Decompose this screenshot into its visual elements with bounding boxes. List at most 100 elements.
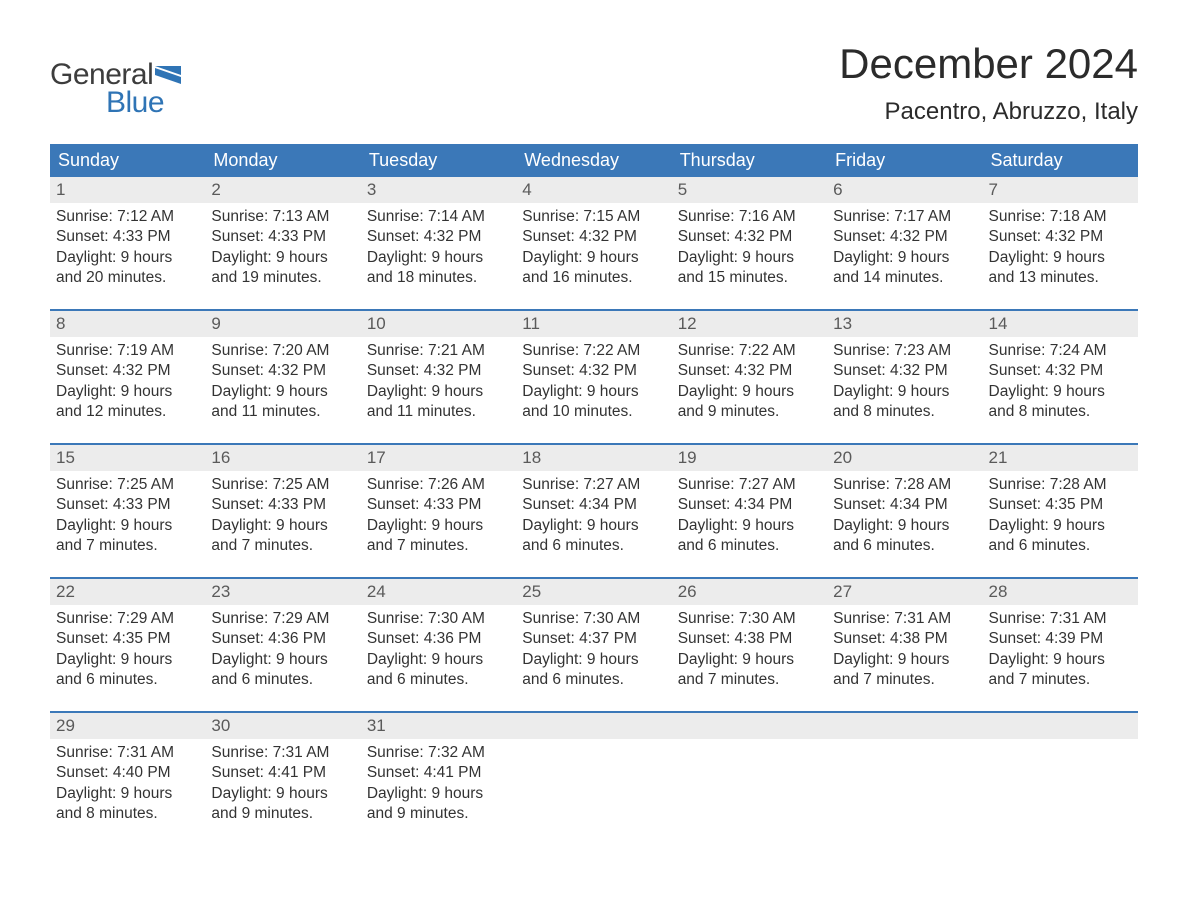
daylight2-text: and 7 minutes. — [678, 670, 821, 690]
date-number: 19 — [672, 445, 827, 471]
day-cell — [516, 713, 671, 831]
sunset-text: Sunset: 4:37 PM — [522, 629, 665, 649]
sunset-text: Sunset: 4:32 PM — [989, 361, 1132, 381]
daylight2-text: and 12 minutes. — [56, 402, 199, 422]
sunrise-text: Sunrise: 7:31 AM — [833, 609, 976, 629]
day-cell: 12Sunrise: 7:22 AMSunset: 4:32 PMDayligh… — [672, 311, 827, 429]
weekday-header: Monday — [205, 144, 360, 177]
day-cell — [672, 713, 827, 831]
sunset-text: Sunset: 4:38 PM — [678, 629, 821, 649]
daylight2-text: and 9 minutes. — [678, 402, 821, 422]
sunset-text: Sunset: 4:33 PM — [211, 495, 354, 515]
day-details: Sunrise: 7:22 AMSunset: 4:32 PMDaylight:… — [672, 337, 827, 427]
weekday-header: Tuesday — [361, 144, 516, 177]
date-number: 14 — [983, 311, 1138, 337]
daylight1-text: Daylight: 9 hours — [522, 382, 665, 402]
day-details: Sunrise: 7:25 AMSunset: 4:33 PMDaylight:… — [205, 471, 360, 561]
daylight1-text: Daylight: 9 hours — [211, 516, 354, 536]
daylight2-text: and 8 minutes. — [56, 804, 199, 824]
sunset-text: Sunset: 4:34 PM — [522, 495, 665, 515]
day-cell: 22Sunrise: 7:29 AMSunset: 4:35 PMDayligh… — [50, 579, 205, 697]
sunrise-text: Sunrise: 7:22 AM — [522, 341, 665, 361]
daylight2-text: and 6 minutes. — [367, 670, 510, 690]
day-cell: 7Sunrise: 7:18 AMSunset: 4:32 PMDaylight… — [983, 177, 1138, 295]
sunrise-text: Sunrise: 7:27 AM — [678, 475, 821, 495]
logo-flag-icon — [155, 66, 181, 84]
sunset-text: Sunset: 4:32 PM — [833, 227, 976, 247]
daylight2-text: and 6 minutes. — [522, 670, 665, 690]
date-number — [672, 713, 827, 739]
daylight1-text: Daylight: 9 hours — [678, 382, 821, 402]
daylight1-text: Daylight: 9 hours — [678, 248, 821, 268]
day-cell: 9Sunrise: 7:20 AMSunset: 4:32 PMDaylight… — [205, 311, 360, 429]
day-details: Sunrise: 7:31 AMSunset: 4:41 PMDaylight:… — [205, 739, 360, 829]
daylight1-text: Daylight: 9 hours — [989, 382, 1132, 402]
sunset-text: Sunset: 4:33 PM — [56, 495, 199, 515]
day-details: Sunrise: 7:30 AMSunset: 4:38 PMDaylight:… — [672, 605, 827, 695]
day-cell: 24Sunrise: 7:30 AMSunset: 4:36 PMDayligh… — [361, 579, 516, 697]
date-number: 20 — [827, 445, 982, 471]
daylight2-text: and 6 minutes. — [989, 536, 1132, 556]
week-row: 29Sunrise: 7:31 AMSunset: 4:40 PMDayligh… — [50, 711, 1138, 831]
day-cell: 31Sunrise: 7:32 AMSunset: 4:41 PMDayligh… — [361, 713, 516, 831]
weekday-header: Friday — [827, 144, 982, 177]
date-number: 15 — [50, 445, 205, 471]
daylight1-text: Daylight: 9 hours — [989, 248, 1132, 268]
weekday-header: Saturday — [983, 144, 1138, 177]
daylight1-text: Daylight: 9 hours — [522, 248, 665, 268]
day-cell: 11Sunrise: 7:22 AMSunset: 4:32 PMDayligh… — [516, 311, 671, 429]
daylight1-text: Daylight: 9 hours — [522, 650, 665, 670]
sunrise-text: Sunrise: 7:21 AM — [367, 341, 510, 361]
week-row: 22Sunrise: 7:29 AMSunset: 4:35 PMDayligh… — [50, 577, 1138, 697]
date-number: 6 — [827, 177, 982, 203]
day-details: Sunrise: 7:22 AMSunset: 4:32 PMDaylight:… — [516, 337, 671, 427]
date-number: 1 — [50, 177, 205, 203]
sunset-text: Sunset: 4:32 PM — [678, 227, 821, 247]
daylight2-text: and 6 minutes. — [56, 670, 199, 690]
daylight2-text: and 8 minutes. — [833, 402, 976, 422]
daylight2-text: and 16 minutes. — [522, 268, 665, 288]
daylight2-text: and 10 minutes. — [522, 402, 665, 422]
day-details: Sunrise: 7:17 AMSunset: 4:32 PMDaylight:… — [827, 203, 982, 293]
month-title: December 2024 — [839, 40, 1138, 88]
sunrise-text: Sunrise: 7:16 AM — [678, 207, 821, 227]
daylight2-text: and 7 minutes. — [56, 536, 199, 556]
sunset-text: Sunset: 4:32 PM — [211, 361, 354, 381]
sunrise-text: Sunrise: 7:15 AM — [522, 207, 665, 227]
day-details: Sunrise: 7:13 AMSunset: 4:33 PMDaylight:… — [205, 203, 360, 293]
daylight1-text: Daylight: 9 hours — [833, 382, 976, 402]
sunset-text: Sunset: 4:32 PM — [56, 361, 199, 381]
day-cell: 6Sunrise: 7:17 AMSunset: 4:32 PMDaylight… — [827, 177, 982, 295]
day-details: Sunrise: 7:27 AMSunset: 4:34 PMDaylight:… — [516, 471, 671, 561]
day-details: Sunrise: 7:31 AMSunset: 4:39 PMDaylight:… — [983, 605, 1138, 695]
sunset-text: Sunset: 4:32 PM — [367, 361, 510, 381]
day-cell: 3Sunrise: 7:14 AMSunset: 4:32 PMDaylight… — [361, 177, 516, 295]
date-number: 24 — [361, 579, 516, 605]
weekday-header: Wednesday — [516, 144, 671, 177]
date-number: 10 — [361, 311, 516, 337]
sunrise-text: Sunrise: 7:23 AM — [833, 341, 976, 361]
sunrise-text: Sunrise: 7:25 AM — [56, 475, 199, 495]
day-details: Sunrise: 7:20 AMSunset: 4:32 PMDaylight:… — [205, 337, 360, 427]
sunrise-text: Sunrise: 7:30 AM — [367, 609, 510, 629]
weekday-header: Sunday — [50, 144, 205, 177]
day-details: Sunrise: 7:28 AMSunset: 4:35 PMDaylight:… — [983, 471, 1138, 561]
daylight2-text: and 9 minutes. — [211, 804, 354, 824]
sunrise-text: Sunrise: 7:28 AM — [833, 475, 976, 495]
date-number: 4 — [516, 177, 671, 203]
sunrise-text: Sunrise: 7:24 AM — [989, 341, 1132, 361]
daylight1-text: Daylight: 9 hours — [367, 516, 510, 536]
day-cell: 28Sunrise: 7:31 AMSunset: 4:39 PMDayligh… — [983, 579, 1138, 697]
daylight1-text: Daylight: 9 hours — [367, 248, 510, 268]
daylight2-text: and 14 minutes. — [833, 268, 976, 288]
daylight1-text: Daylight: 9 hours — [367, 650, 510, 670]
day-cell: 5Sunrise: 7:16 AMSunset: 4:32 PMDaylight… — [672, 177, 827, 295]
sunset-text: Sunset: 4:32 PM — [367, 227, 510, 247]
daylight2-text: and 6 minutes. — [833, 536, 976, 556]
daylight1-text: Daylight: 9 hours — [367, 784, 510, 804]
daylight2-text: and 18 minutes. — [367, 268, 510, 288]
sunset-text: Sunset: 4:36 PM — [211, 629, 354, 649]
daylight1-text: Daylight: 9 hours — [56, 382, 199, 402]
calendar: Sunday Monday Tuesday Wednesday Thursday… — [50, 144, 1138, 831]
sunrise-text: Sunrise: 7:26 AM — [367, 475, 510, 495]
